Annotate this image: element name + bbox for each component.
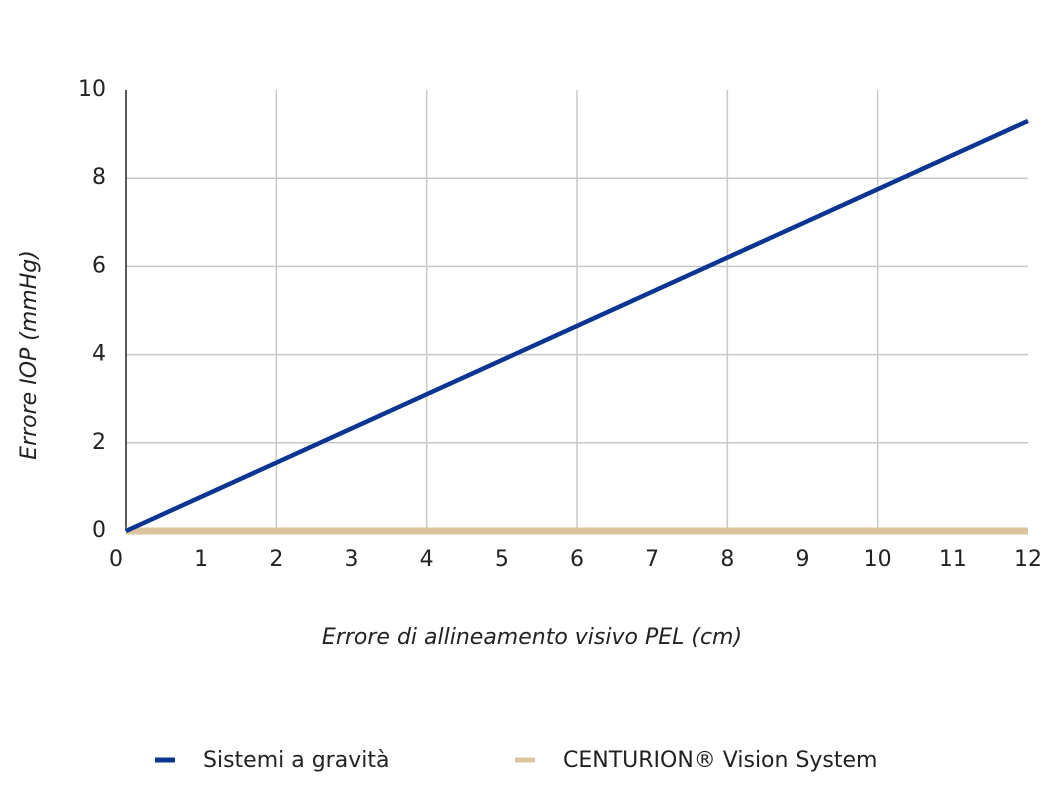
y-tick-label: 8 (92, 165, 106, 190)
x-tick-label: 12 (1014, 547, 1042, 572)
x-axis-label: Errore di allineamento visivo PEL (cm) (322, 625, 742, 650)
y-axis-label: Errore IOP (mmHg) (17, 250, 42, 460)
x-tick-label: 1 (194, 547, 208, 572)
legend-label: Sistemi a gravità (203, 748, 389, 773)
x-tick-label: 3 (345, 547, 359, 572)
x-tick-label: 6 (570, 547, 584, 572)
x-tick-label: 2 (269, 547, 283, 572)
y-tick-label: 10 (78, 77, 106, 102)
y-tick-label: 0 (92, 518, 106, 543)
x-tick-label: 5 (495, 547, 509, 572)
y-tick-label: 4 (92, 342, 106, 367)
y-tick-label: 2 (92, 430, 106, 455)
x-tick-label: 7 (645, 547, 659, 572)
x-tick-label: 0 (109, 547, 123, 572)
x-tick-label: 4 (420, 547, 434, 572)
x-tick-label: 8 (720, 547, 734, 572)
x-tick-label: 11 (939, 547, 967, 572)
x-tick-label: 9 (796, 547, 810, 572)
series-line (125, 118, 1029, 534)
y-tick-label: 6 (92, 253, 106, 278)
x-tick-label: 10 (864, 547, 892, 572)
legend-label: CENTURION® Vision System (563, 748, 878, 773)
